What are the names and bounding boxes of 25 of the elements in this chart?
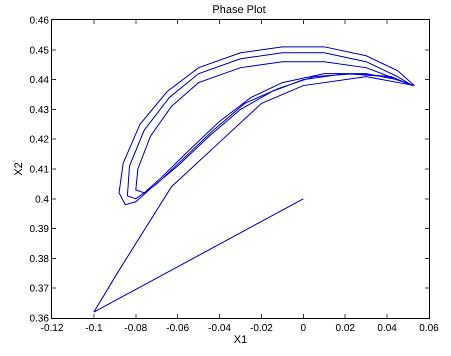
y-tick-label: 0.37 xyxy=(30,284,50,295)
y-tick-label: 0.4 xyxy=(35,194,50,206)
x-tick-label: 0.02 xyxy=(335,323,356,334)
y-tick-label: 0.41 xyxy=(30,164,50,176)
y-tick-label: 0.36 xyxy=(30,314,50,324)
y-tick-label: 0.38 xyxy=(30,254,50,265)
x-tick-label: 0.06 xyxy=(419,323,440,334)
x-tick-label: -0.12 xyxy=(40,323,64,334)
y-tick-label: 0.45 xyxy=(30,45,50,56)
x-tick-label: -0.1 xyxy=(85,323,103,334)
y-tick-label: 0.44 xyxy=(30,75,50,86)
x-tick-label: -0.04 xyxy=(208,323,232,334)
y-tick-label: 0.39 xyxy=(30,224,50,236)
y-axis-title: X2 xyxy=(13,162,26,176)
x-tick-label: -0.06 xyxy=(166,323,190,334)
x-axis-title: X1 xyxy=(234,334,248,346)
chart-title: Phase Plot xyxy=(212,4,266,16)
y-tick-label: 0.43 xyxy=(30,104,50,116)
y-tick-label: 0.46 xyxy=(30,16,50,26)
y-tick-label: 0.42 xyxy=(30,134,50,146)
x-tick-label: -0.02 xyxy=(250,323,274,334)
line-series xyxy=(93,46,415,313)
x-tick-label: 0.04 xyxy=(377,323,398,334)
x-tick-label: 0 xyxy=(300,323,307,334)
x-tick-label: -0.08 xyxy=(124,323,148,334)
